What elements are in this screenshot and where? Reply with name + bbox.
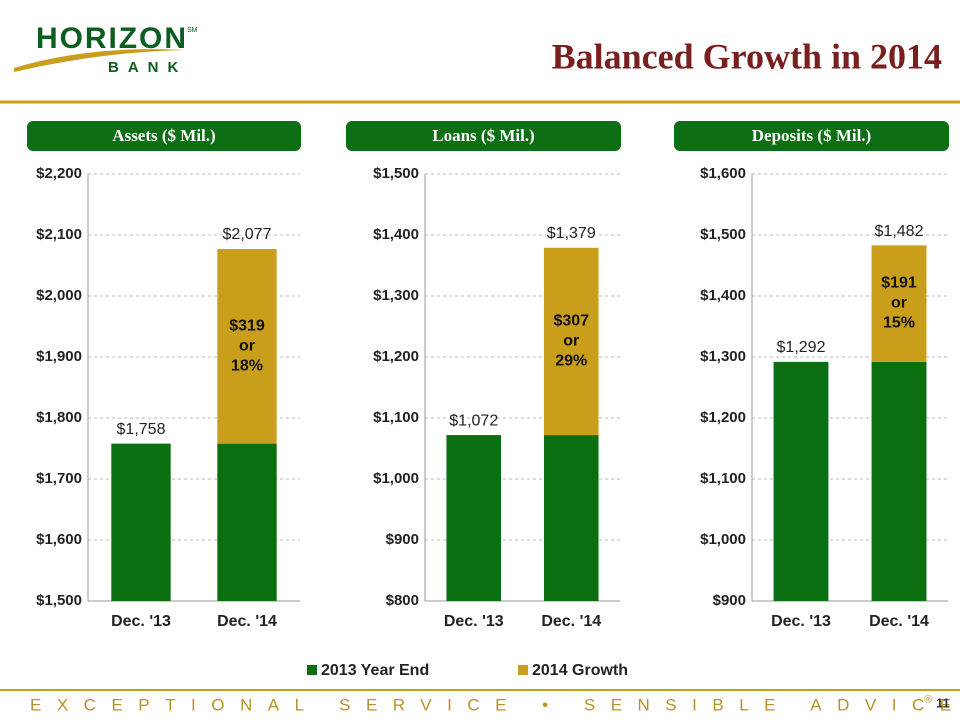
y-tick-label: $1,200 bbox=[700, 409, 746, 426]
total-label: $1,072 bbox=[449, 412, 498, 429]
x-tick-label: Dec. '13 bbox=[111, 613, 171, 630]
total-label: $1,292 bbox=[777, 339, 826, 356]
growth-label-line: 18% bbox=[231, 358, 263, 375]
total-label: $1,379 bbox=[547, 225, 596, 242]
total-label: $2,077 bbox=[223, 226, 272, 243]
y-tick-label: $1,300 bbox=[700, 348, 746, 365]
bar-segment bbox=[217, 443, 277, 601]
page-number: 11 bbox=[936, 695, 950, 710]
panel-header bbox=[27, 121, 301, 151]
y-tick-label: $1,100 bbox=[373, 409, 419, 426]
y-tick-label: $1,400 bbox=[700, 287, 746, 304]
legend-label: 2014 Growth bbox=[532, 662, 628, 679]
y-tick-label: $2,200 bbox=[36, 165, 82, 182]
footer-tagline: EXCEPTIONAL SERVICE • SENSIBLE ADVICE bbox=[30, 695, 960, 714]
y-tick-label: $1,700 bbox=[36, 470, 82, 487]
bar-segment bbox=[543, 435, 599, 601]
growth-label-line: or bbox=[563, 333, 579, 350]
growth-label: $307 or 29% bbox=[553, 313, 589, 370]
logo-mark: SM bbox=[187, 27, 198, 34]
bar-segment bbox=[773, 361, 829, 601]
growth-label-line: 15% bbox=[883, 315, 915, 332]
growth-label: $319 or 18% bbox=[229, 318, 265, 375]
x-tick-label: Dec. '14 bbox=[217, 613, 277, 630]
panel-title: Loans ($ Mil.) bbox=[432, 126, 534, 145]
x-tick-label: Dec. '13 bbox=[444, 613, 504, 630]
panel-title: Deposits ($ Mil.) bbox=[752, 126, 871, 145]
legend-swatch bbox=[307, 665, 317, 675]
y-tick-label: $1,400 bbox=[373, 226, 419, 243]
total-label: $1,758 bbox=[117, 421, 166, 438]
growth-label-line: $191 bbox=[881, 275, 917, 292]
y-tick-label: $900 bbox=[713, 592, 746, 609]
growth-label-line: 29% bbox=[555, 353, 587, 370]
y-tick-label: $1,600 bbox=[700, 165, 746, 182]
y-tick-label: $1,000 bbox=[700, 531, 746, 548]
y-tick-label: $2,100 bbox=[36, 226, 82, 243]
y-tick-label: $1,900 bbox=[36, 348, 82, 365]
y-tick-label: $1,100 bbox=[700, 470, 746, 487]
growth-label-line: or bbox=[891, 295, 907, 312]
panel-header bbox=[674, 121, 949, 151]
bar-segment bbox=[217, 249, 277, 444]
logo-name: HORIZON bbox=[36, 22, 186, 55]
total-label: $1,482 bbox=[875, 223, 924, 240]
bar-segment bbox=[871, 245, 927, 362]
bar-segment bbox=[111, 443, 171, 601]
x-tick-label: Dec. '13 bbox=[771, 613, 831, 630]
panel-header bbox=[346, 121, 621, 151]
y-tick-label: $1,200 bbox=[373, 348, 419, 365]
logo-swoosh bbox=[14, 49, 185, 72]
logo-sub: BANK bbox=[108, 59, 187, 76]
y-tick-label: $1,500 bbox=[373, 165, 419, 182]
x-tick-label: Dec. '14 bbox=[869, 613, 929, 630]
y-tick-label: $1,800 bbox=[36, 409, 82, 426]
y-tick-label: $1,500 bbox=[700, 226, 746, 243]
growth-label-line: or bbox=[239, 338, 255, 355]
legend-label: 2013 Year End bbox=[321, 662, 429, 679]
bar-segment bbox=[871, 361, 927, 601]
y-tick-label: $1,000 bbox=[373, 470, 419, 487]
legend-swatch bbox=[518, 665, 528, 675]
bar-segment bbox=[543, 247, 599, 436]
y-tick-label: $2,000 bbox=[36, 287, 82, 304]
y-tick-label: $800 bbox=[386, 592, 419, 609]
y-tick-label: $1,300 bbox=[373, 287, 419, 304]
growth-label: $191 or 15% bbox=[881, 275, 917, 332]
panel-title: Assets ($ Mil.) bbox=[112, 126, 215, 145]
x-tick-label: Dec. '14 bbox=[541, 613, 601, 630]
y-tick-label: $1,600 bbox=[36, 531, 82, 548]
footer-mark: ® bbox=[924, 694, 932, 706]
y-tick-label: $1,500 bbox=[36, 592, 82, 609]
growth-label-line: $307 bbox=[553, 313, 589, 330]
slide-title: Balanced Growth in 2014 bbox=[552, 36, 942, 76]
bar-segment bbox=[446, 435, 502, 601]
y-tick-label: $900 bbox=[386, 531, 419, 548]
growth-label-line: $319 bbox=[229, 318, 265, 335]
